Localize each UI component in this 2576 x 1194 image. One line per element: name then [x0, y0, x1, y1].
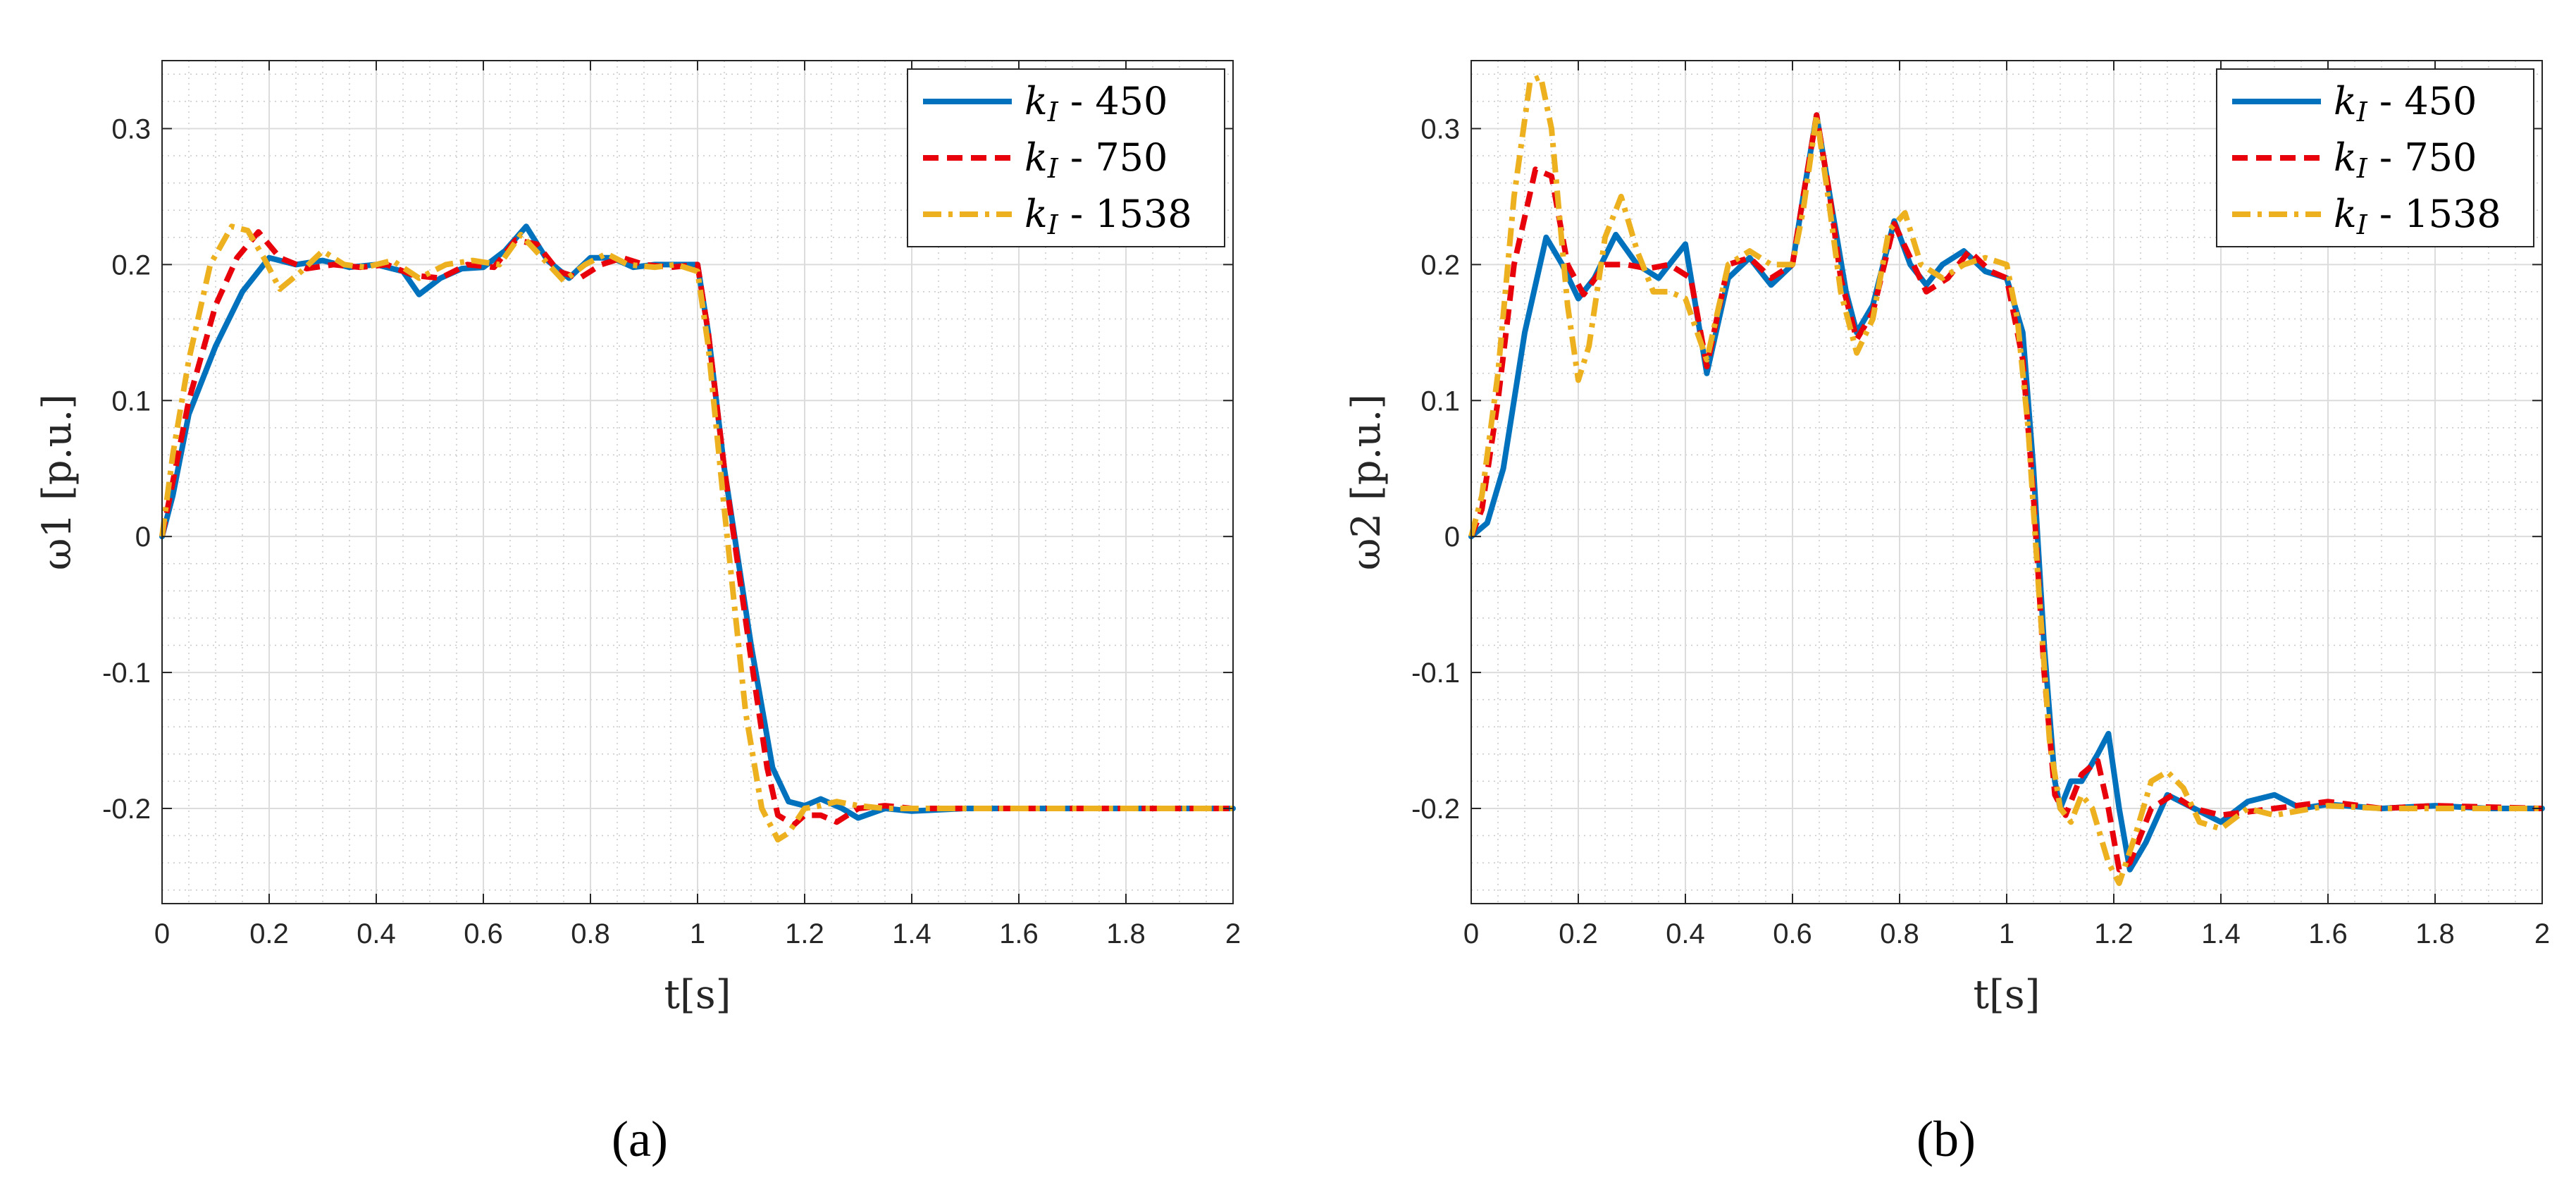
x-tick-label: 0.6	[464, 918, 503, 949]
x-tick-label: 1	[690, 918, 705, 949]
panel-label-b: (b)	[1916, 1111, 1976, 1167]
series-line-1538	[159, 223, 1233, 843]
x-tick-label: 1	[1999, 918, 2014, 949]
x-axis-label-a: t[s]	[664, 972, 731, 1018]
x-tick-label: 1.8	[1106, 918, 1146, 949]
x-tick-label: 0.8	[1880, 918, 1919, 949]
x-tick-label: 1.4	[892, 918, 931, 949]
x-tick-label: 0.6	[1773, 918, 1812, 949]
y-tick-label: 0.3	[111, 113, 151, 144]
series-line-1538	[1468, 74, 2542, 887]
series-line-750	[159, 229, 1233, 828]
x-tick-label: 0	[1463, 918, 1479, 949]
ticks-b: 0 0.2 0.4 0.6 0.8 1 1.2 1.4 1.6 1.8 2 -0.2 -0.1 0 0.1 0…	[1411, 61, 2550, 949]
y-tick-label: 0.2	[1420, 250, 1460, 281]
legend-entry-label: kI - 1538	[1024, 192, 1192, 240]
y-tick-label: -0.2	[102, 794, 151, 825]
x-tick-label: 1.2	[785, 918, 824, 949]
y-axis-label-a: ω1 [p.u.]	[35, 394, 80, 570]
legend-entry-label: kI - 450	[2334, 79, 2477, 128]
y-tick-label: 0.3	[1420, 113, 1460, 144]
y-tick-label: 0.1	[111, 386, 151, 417]
x-tick-label: 2	[1225, 918, 1241, 949]
legend-entry-label: kI - 1538	[2334, 192, 2501, 240]
chart-panel-a: 0 0.2 0.4 0.6 0.8 1 1.2 1.4 1.6 1.8 2 -0.2 -0.1 0 0.1 0…	[35, 60, 1241, 1167]
x-tick-label: 1.6	[999, 918, 1039, 949]
x-tick-label: 0.4	[357, 918, 396, 949]
x-tick-label: 2	[2534, 918, 2550, 949]
panel-label-a: (a)	[612, 1111, 668, 1167]
y-tick-label: -0.1	[1411, 658, 1460, 689]
series-line-750	[1468, 112, 2543, 873]
x-tick-label: 0.2	[249, 918, 289, 949]
x-tick-label: 1.6	[2308, 918, 2348, 949]
x-axis-label-b: t[s]	[1974, 972, 2041, 1018]
series-group-b	[1468, 74, 2545, 887]
y-tick-label: 0	[1444, 522, 1460, 553]
series-group-a	[159, 223, 1236, 843]
x-tick-label: 0	[154, 918, 170, 949]
x-tick-label: 0.4	[1666, 918, 1705, 949]
x-tick-label: 0.2	[1559, 918, 1598, 949]
y-axis-label-b: ω2 [p.u.]	[1344, 394, 1389, 570]
legend-a: kI - 450 kI - 750 kI - 1538	[907, 68, 1225, 247]
y-tick-label: 0	[135, 522, 151, 553]
legend-b: kI - 450 kI - 750 kI - 1538	[2216, 68, 2534, 247]
x-tick-label: 1.4	[2201, 918, 2241, 949]
y-tick-label: -0.1	[102, 658, 151, 689]
chart-panel-b: 0 0.2 0.4 0.6 0.8 1 1.2 1.4 1.6 1.8 2 -0.2 -0.1 0 0.1 0…	[1344, 60, 2550, 1167]
y-tick-label: 0.1	[1420, 386, 1460, 417]
y-tick-label: -0.2	[1411, 794, 1460, 825]
y-tick-label: 0.2	[111, 250, 151, 281]
x-tick-label: 1.8	[2415, 918, 2455, 949]
ticks-a: 0 0.2 0.4 0.6 0.8 1 1.2 1.4 1.6 1.8 2 -0.2 -0.1 0 0.1 0…	[102, 61, 1241, 949]
legend-entry-label: kI - 750	[1024, 135, 1168, 184]
x-tick-label: 1.2	[2094, 918, 2134, 949]
legend-entry-label: kI - 450	[1024, 79, 1168, 128]
legend-entry-label: kI - 750	[2334, 135, 2477, 184]
x-tick-label: 0.8	[571, 918, 610, 949]
